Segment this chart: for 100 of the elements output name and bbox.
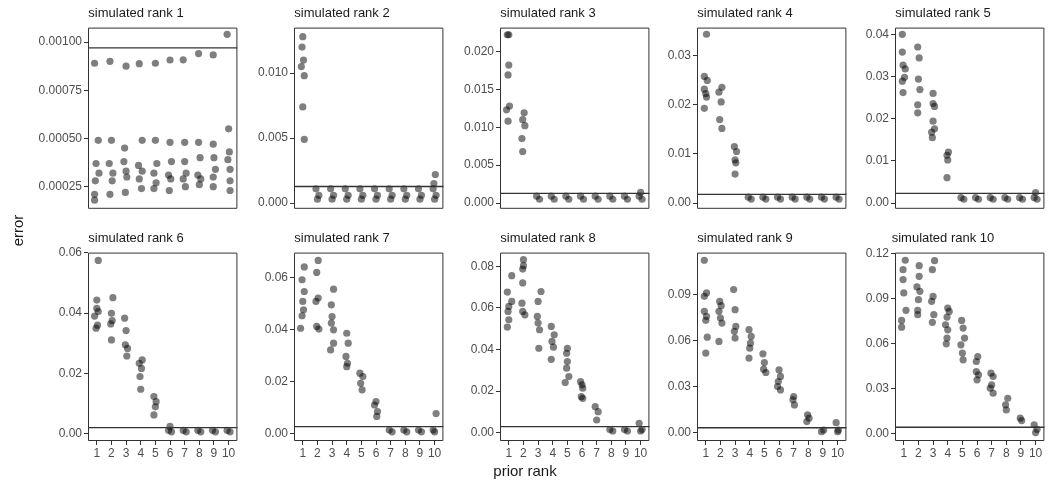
point — [703, 333, 711, 341]
x-tick-label: 1 — [299, 445, 307, 460]
point — [547, 322, 555, 331]
point — [732, 147, 741, 156]
point — [537, 287, 545, 296]
y-tick-label: 0.03 — [865, 68, 890, 83]
x-tick-label: 10 — [427, 445, 442, 460]
point — [897, 316, 906, 324]
y-tick-label: 0.00 — [865, 195, 890, 210]
point — [519, 147, 527, 156]
point — [928, 297, 936, 305]
chart-title: simulated rank 2 — [294, 5, 390, 21]
chart-title: simulated rank 7 — [294, 230, 390, 246]
point — [107, 309, 116, 317]
y-tick-label: 0.000 — [463, 195, 495, 210]
point — [1004, 394, 1012, 402]
x-tick-label: 4 — [944, 445, 952, 460]
x-tick-label: 7 — [988, 445, 996, 460]
point — [715, 88, 723, 96]
point — [591, 403, 599, 411]
point — [746, 344, 754, 352]
point — [899, 88, 907, 97]
point — [122, 327, 130, 335]
point — [563, 364, 571, 372]
point — [561, 378, 569, 387]
chart-title: simulated rank 9 — [697, 230, 793, 246]
point — [959, 324, 967, 332]
point — [745, 326, 753, 334]
point — [94, 307, 102, 316]
point — [776, 372, 785, 381]
point — [776, 386, 785, 394]
y-tick-label: 0.00 — [667, 195, 692, 210]
x-tick-label: 4 — [343, 445, 351, 460]
x-tick-label: 6 — [578, 445, 586, 460]
y-tick-label: 0.00 — [865, 426, 890, 441]
point — [548, 337, 556, 345]
point — [914, 43, 922, 51]
point — [299, 297, 307, 305]
x-tick-label: 7 — [790, 445, 798, 460]
point — [93, 296, 101, 304]
point — [505, 61, 513, 69]
chart-title: simulated rank 10 — [891, 230, 995, 246]
point — [387, 195, 395, 203]
point — [94, 256, 102, 265]
point — [915, 262, 923, 270]
x-tick-label: 9 — [210, 445, 218, 460]
point — [928, 318, 936, 326]
point — [534, 297, 542, 306]
y-tick-label: 0.09 — [667, 286, 692, 301]
point — [329, 339, 338, 347]
y-tick-label: 0.00 — [58, 426, 83, 441]
point — [299, 306, 308, 314]
y-tick-label: 0.00100 — [38, 34, 83, 49]
point — [504, 71, 512, 79]
point — [914, 109, 922, 117]
point — [357, 195, 365, 203]
point — [959, 356, 967, 364]
point — [916, 287, 924, 295]
point — [508, 297, 516, 306]
point — [700, 104, 708, 112]
x-tick-label: 10 — [221, 445, 236, 460]
point — [700, 307, 708, 315]
point — [343, 329, 351, 337]
chart-title: simulated rank 1 — [88, 5, 184, 21]
point — [502, 106, 511, 114]
x-tick-label: 2 — [520, 445, 528, 460]
point — [508, 272, 516, 280]
point — [759, 350, 767, 358]
point — [90, 312, 99, 320]
point — [328, 312, 336, 321]
point — [593, 416, 601, 424]
point — [1002, 406, 1010, 414]
y-tick-label: 0.02 — [470, 383, 495, 398]
point — [357, 379, 365, 387]
point — [343, 195, 351, 203]
point — [832, 419, 840, 427]
point — [504, 307, 512, 316]
point — [121, 314, 129, 322]
point — [416, 195, 424, 203]
x-tick-label: 4 — [137, 445, 145, 460]
point — [716, 116, 724, 124]
x-tick-label: 10 — [1028, 445, 1043, 460]
point — [300, 287, 308, 296]
y-tick-label: 0.09 — [865, 291, 890, 306]
y-tick-label: 0.04 — [264, 321, 289, 336]
point — [504, 117, 512, 125]
point — [760, 358, 768, 367]
point — [505, 316, 513, 324]
point — [898, 30, 906, 38]
x-tick-label: 3 — [731, 445, 739, 460]
point — [957, 341, 965, 349]
x-tick-label: 3 — [328, 445, 336, 460]
y-tick-label: 0.06 — [667, 332, 692, 347]
y-tick-label: 0.000 — [257, 195, 289, 210]
point — [297, 63, 305, 71]
x-tick-label: 9 — [622, 445, 630, 460]
point — [123, 352, 131, 360]
point — [519, 116, 527, 124]
point — [717, 302, 725, 310]
x-tick-label: 5 — [358, 445, 366, 460]
